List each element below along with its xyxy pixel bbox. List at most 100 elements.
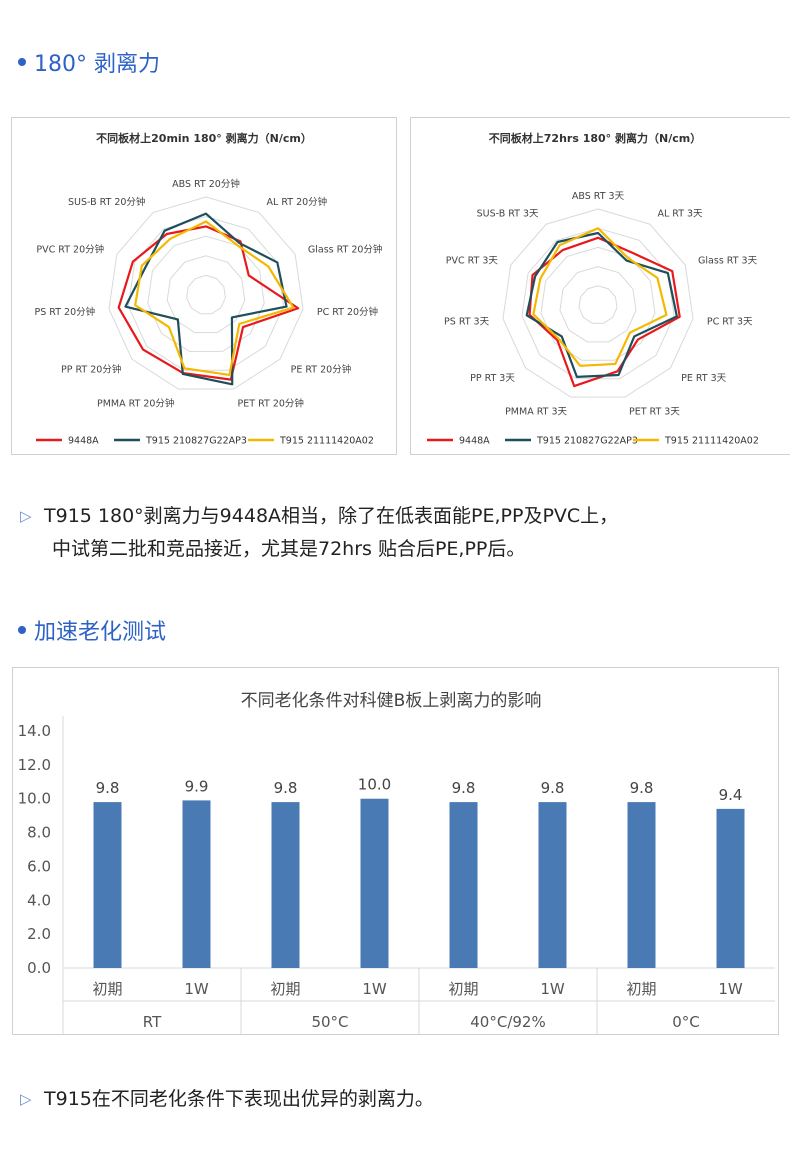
radar-axis-label: AL RT 20分钟	[267, 196, 328, 208]
legend-label: T915 21111420A02	[664, 436, 759, 447]
radar-axis-label: PVC RT 3天	[446, 255, 499, 266]
radar-grid-ring	[186, 274, 226, 315]
bar-value-label: 9.9	[185, 777, 209, 795]
y-tick-label: 4.0	[27, 891, 51, 909]
bar-value-label: 9.8	[630, 779, 654, 797]
section-title-aging: 加速老化测试	[18, 614, 166, 646]
radar-series-line	[532, 227, 668, 367]
radar-axis-label: ABS RT 3天	[572, 191, 625, 202]
y-tick-label: 0.0	[27, 959, 51, 977]
bar-value-label: 9.8	[541, 779, 565, 797]
radar-svg-72hrs: 不同板材上72hrs 180° 剥离力（N/cm） ABS RT 3天 AL RT …	[427, 131, 759, 447]
group-label: 40°C/92%	[470, 1013, 545, 1031]
bar	[716, 808, 745, 968]
y-tick-label: 2.0	[27, 925, 51, 943]
bar	[627, 802, 656, 968]
chart-title: 不同老化条件对科健B板上剥离力的影响	[241, 691, 542, 711]
radar-axis-label: SUS-B RT 20分钟	[68, 196, 145, 208]
bar-svg-aging: 不同老化条件对科健B板上剥离力的影响 0.0 2.0 4.0 6.0 8.0 10.0 12.…	[18, 691, 775, 1034]
legend-label: 9448A	[459, 436, 490, 447]
radar-axis-label: PE RT 20分钟	[291, 363, 352, 375]
radar-series-line	[134, 220, 295, 377]
dot-bullet-icon	[18, 626, 26, 634]
y-tick-label: 6.0	[27, 857, 51, 875]
radar-axis-label: AL RT 3天	[657, 208, 703, 219]
note-line-2: 中试第二批和竞品接近，尤其是72hrs 贴合后PE,PP后。	[52, 538, 526, 560]
x-tick-label: 1W	[718, 980, 743, 998]
section-title-text: 加速老化测试	[34, 620, 167, 645]
x-tick-label: 1W	[184, 980, 209, 998]
radar-axis-label: PET RT 3天	[629, 407, 680, 418]
radar-grid-ring	[559, 266, 637, 343]
triangle-arrow-icon: ▷	[20, 1090, 32, 1108]
x-tick-label: 1W	[540, 980, 565, 998]
bar	[271, 802, 300, 968]
note-line-aging: T915在不同老化条件下表现出优异的剥离力。	[44, 1088, 434, 1110]
radar-svg-20min: 不同板材上20min 180° 剥离力（N/cm） ABS RT 20分钟 AL R…	[35, 131, 383, 447]
radar-axis-label: PE RT 3天	[681, 373, 727, 384]
radar-grid-ring	[521, 227, 675, 380]
triangle-arrow-icon: ▷	[20, 507, 32, 525]
legend-label: T915 21111420A02	[279, 436, 374, 447]
radar-axis-label: PC RT 20分钟	[317, 306, 378, 318]
radar-axis-label: PP RT 20分钟	[61, 363, 121, 375]
section-title-peel: 180° 剥离力	[18, 46, 160, 78]
radar-axis-label: SUS-B RT 3天	[477, 208, 539, 219]
bar	[538, 802, 567, 968]
radar-axis-label: PP RT 3天	[470, 373, 515, 384]
y-tick-label: 10.0	[18, 790, 51, 808]
bar-value-label: 9.4	[719, 786, 743, 804]
group-label: RT	[143, 1013, 162, 1031]
radar-grid-ring	[166, 255, 246, 334]
bar-value-label: 10.0	[358, 776, 391, 794]
y-tick-label: 12.0	[18, 756, 51, 774]
radar-chart-20min: 不同板材上20min 180° 剥离力（N/cm） ABS RT 20分钟 AL R…	[11, 117, 397, 455]
bar-value-label: 9.8	[274, 779, 298, 797]
radar-axis-label: Glass RT 3天	[698, 255, 758, 266]
bar-value-label: 9.8	[96, 779, 120, 797]
radar-grid-ring	[127, 216, 285, 371]
radar-series-line	[124, 212, 288, 386]
radar-grid-ring	[147, 235, 265, 352]
group-label: 50°C	[311, 1013, 348, 1031]
bar	[182, 800, 211, 968]
radar-axis-label: PMMA RT 20分钟	[97, 397, 174, 409]
radar-series-line	[117, 225, 300, 381]
radar-axis-label: PMMA RT 3天	[505, 407, 567, 418]
legend-label: T915 210827G22AP3	[536, 436, 638, 447]
radar-axis-label: PC RT 3天	[707, 317, 753, 328]
y-tick-label: 8.0	[27, 824, 51, 842]
bar-value-label: 9.8	[452, 779, 476, 797]
radar-axis-label: ABS RT 20分钟	[172, 178, 240, 190]
note-aging-summary: ▷ T915在不同老化条件下表现出优异的剥离力。	[20, 1083, 434, 1116]
x-tick-label: 初期	[270, 980, 300, 998]
radar-axis-label: Glass RT 20分钟	[308, 243, 383, 255]
radar-axis-label: PS RT 3天	[444, 317, 490, 328]
chart-title: 不同板材上20min 180° 剥离力（N/cm）	[96, 131, 312, 145]
bar	[93, 802, 122, 968]
group-label: 0°C	[672, 1013, 700, 1031]
radar-chart-72hrs: 不同板材上72hrs 180° 剥离力（N/cm） ABS RT 3天 AL RT …	[410, 117, 790, 455]
radar-grid-ring	[108, 196, 304, 390]
bar	[449, 802, 478, 968]
section-title-text: 180° 剥离力	[34, 52, 160, 77]
legend-label: 9448A	[68, 436, 99, 447]
x-tick-label: 初期	[626, 980, 656, 998]
chart-title: 不同板材上72hrs 180° 剥离力（N/cm）	[489, 131, 701, 145]
y-tick-label: 14.0	[18, 722, 51, 740]
note-peel-summary: ▷ T915 180°剥离力与9448A相当，除了在低表面能PE,PP及PVC上，…	[20, 500, 618, 566]
radar-axis-label: PVC RT 20分钟	[36, 243, 104, 255]
x-tick-label: 初期	[92, 980, 122, 998]
x-tick-label: 1W	[362, 980, 387, 998]
bar-chart-aging: 不同老化条件对科健B板上剥离力的影响 0.0 2.0 4.0 6.0 8.0 10.0 12.…	[12, 667, 779, 1035]
radar-grid-ring	[578, 285, 618, 324]
note-line-1: T915 180°剥离力与9448A相当，除了在低表面能PE,PP及PVC上，	[44, 505, 619, 527]
dot-bullet-icon	[18, 58, 26, 66]
radar-grid-ring	[540, 246, 656, 361]
radar-axis-label: PS RT 20分钟	[35, 306, 96, 318]
radar-series-line	[525, 231, 678, 378]
bar	[360, 798, 389, 968]
radar-grid-ring	[502, 208, 694, 398]
legend-label: T915 210827G22AP3	[145, 436, 247, 447]
x-tick-label: 初期	[448, 980, 478, 998]
